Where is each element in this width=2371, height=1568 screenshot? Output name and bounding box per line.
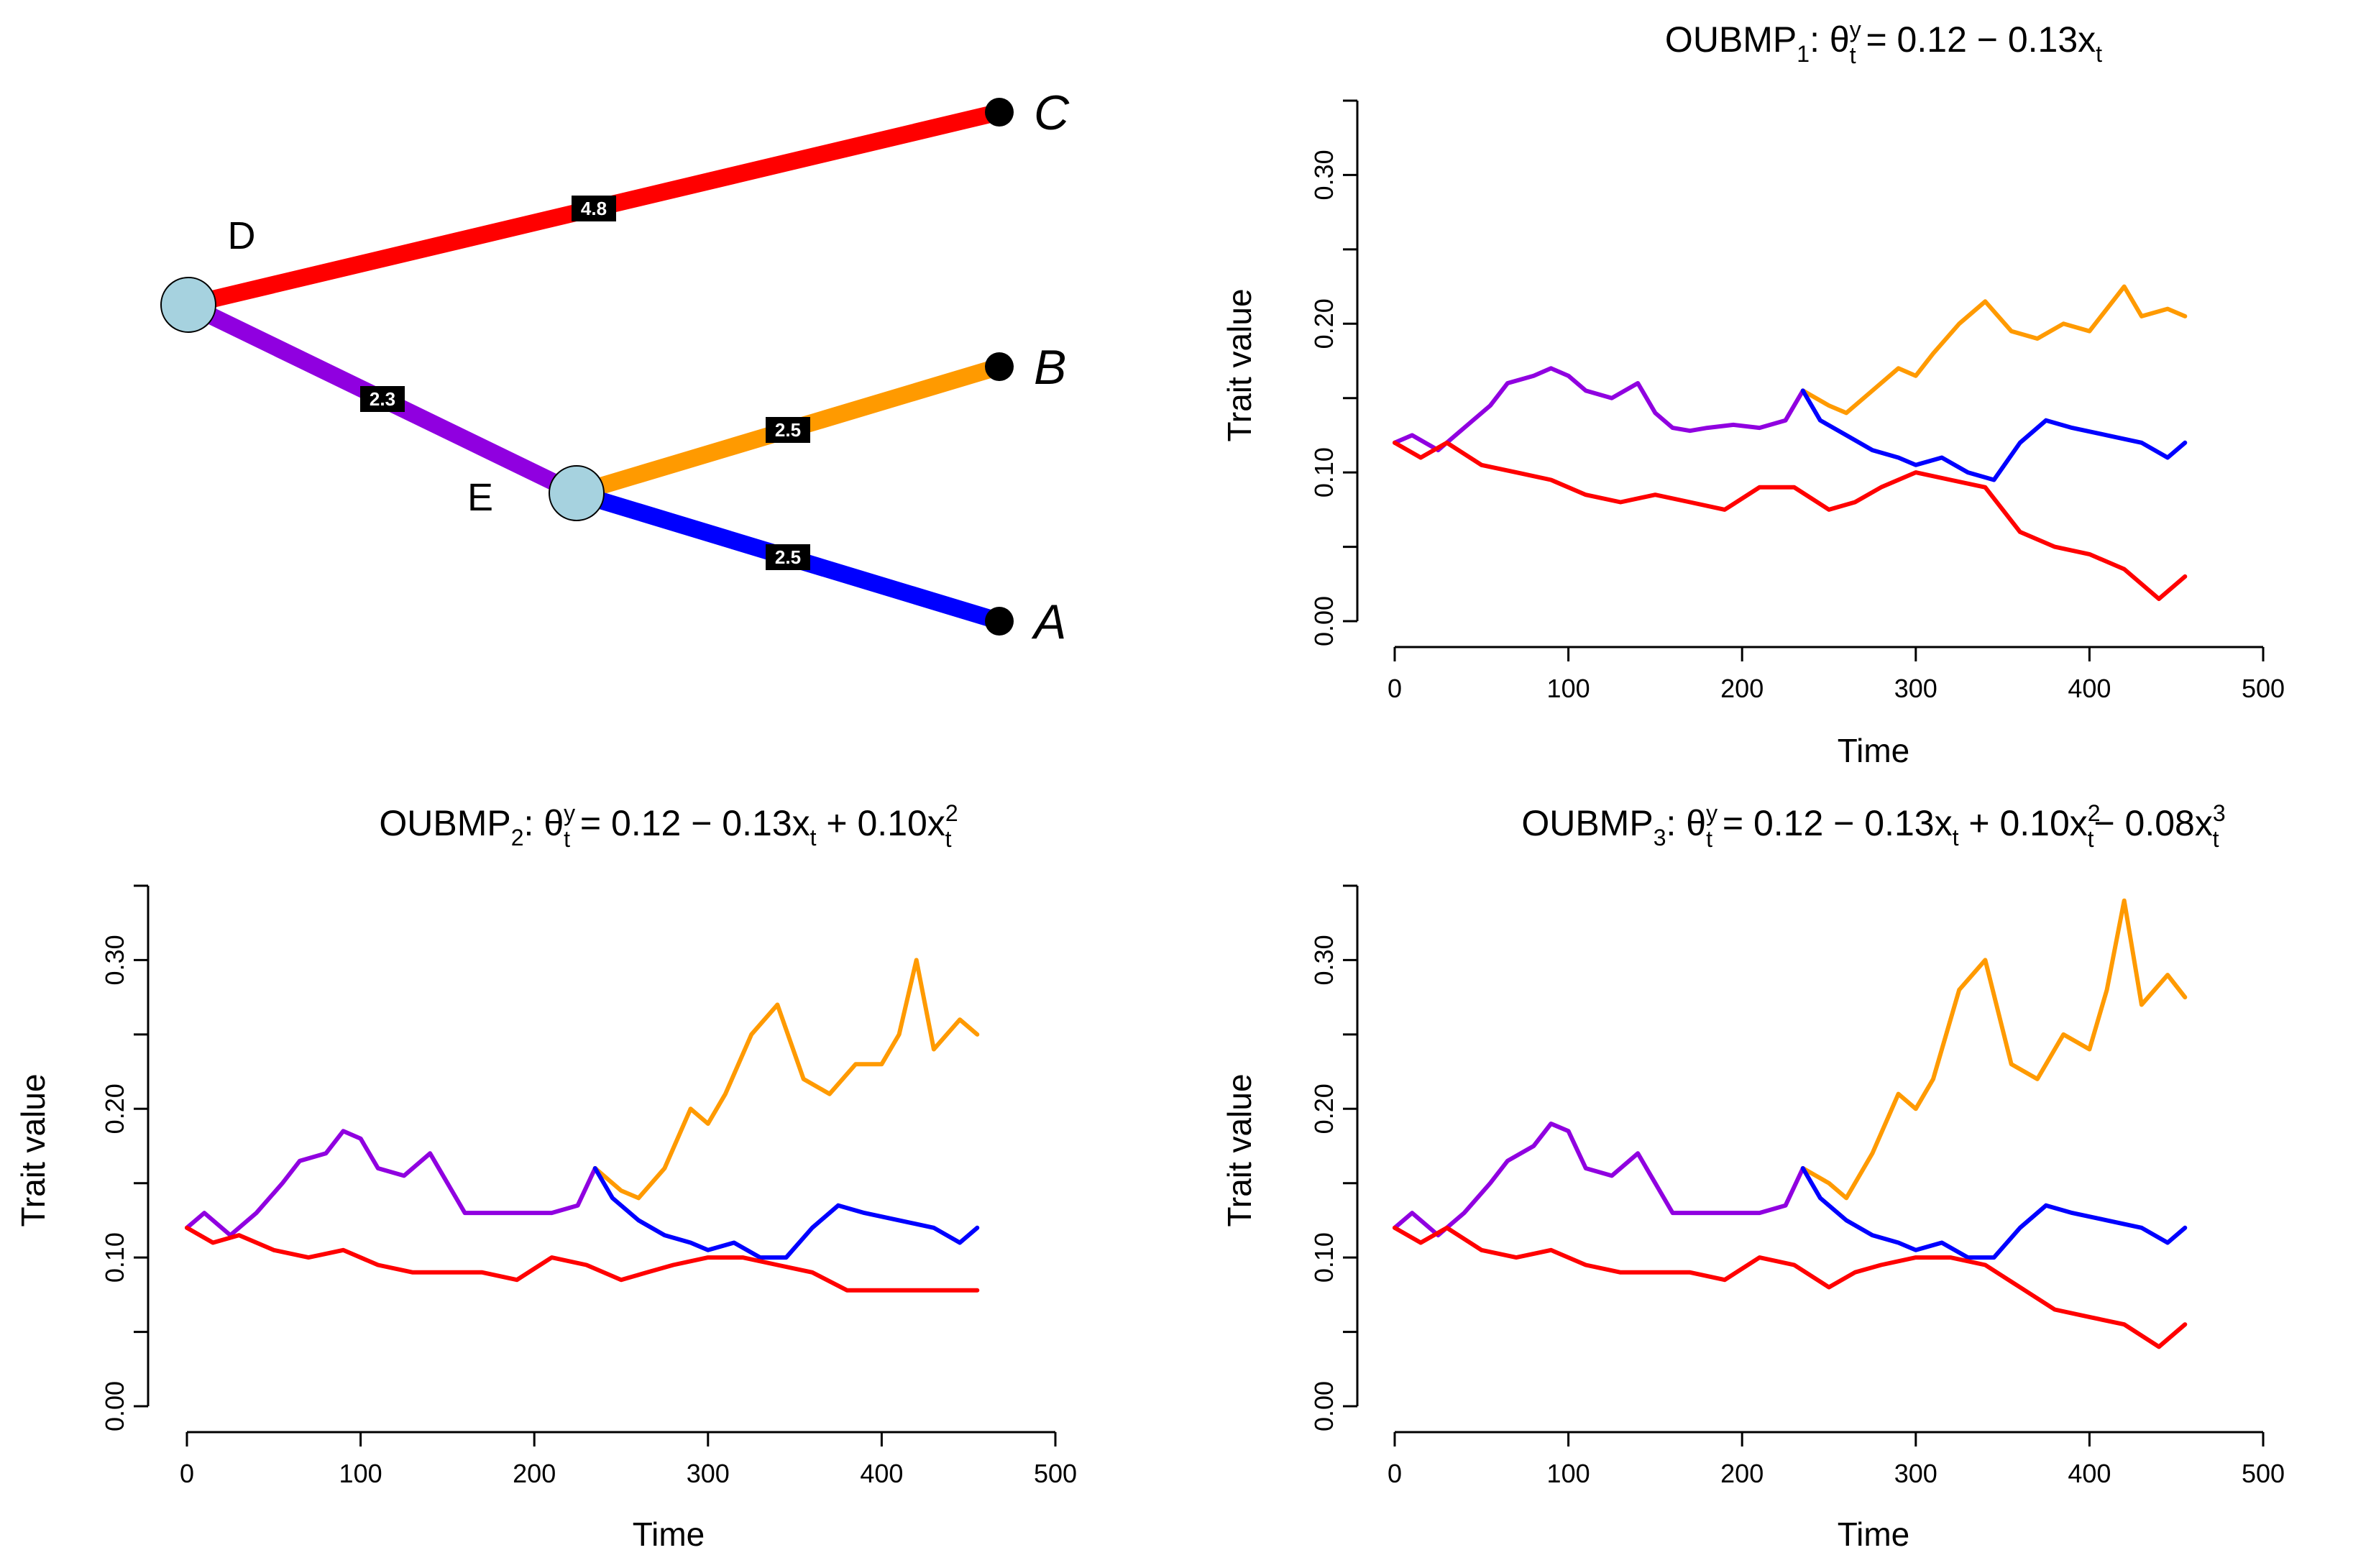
x-tick-label: 500 [2242, 1459, 2285, 1488]
x-tick-label: 100 [339, 1459, 382, 1488]
y-tick-label: 0.00 [1309, 596, 1339, 646]
y-tick-label: 0.10 [1309, 447, 1339, 498]
x-axis-label: Time [1838, 1516, 1910, 1553]
chart-oubmp3: OUBMP3: θy t = 0.12 − 0.13xt + 0.10x2 t− 0… [1221, 800, 2285, 1553]
tip-node-B [985, 352, 1014, 381]
x-tick-label: 0 [1388, 674, 1402, 703]
x-tick-label: 0 [180, 1459, 194, 1488]
y-tick-label: 0.30 [1309, 150, 1339, 200]
edge-length-label: 4.8 [581, 198, 607, 219]
x-tick-label: 300 [1894, 1459, 1937, 1488]
series-line-1 [1800, 284, 2188, 416]
edge-length-box [572, 196, 616, 221]
series-line-2 [1800, 388, 2188, 482]
y-tick-label: 0.30 [1309, 935, 1339, 985]
series-line-2 [592, 1166, 980, 1260]
tip-label-A: A [1031, 595, 1066, 649]
x-tick-label: 0 [1388, 1459, 1402, 1488]
edge-length-label: 2.3 [370, 388, 395, 410]
series-line-0 [185, 1129, 597, 1238]
x-tick-label: 400 [2068, 674, 2111, 703]
series-line-2 [1800, 1166, 2188, 1260]
series-line-1 [1800, 898, 2188, 1201]
series-line-3 [1393, 440, 2188, 601]
edge-length-box [766, 544, 810, 570]
y-tick-label: 0.20 [100, 1083, 129, 1134]
y-tick-label: 0.00 [1309, 1381, 1339, 1431]
x-tick-label: 400 [2068, 1459, 2111, 1488]
x-tick-label: 100 [1547, 1459, 1590, 1488]
x-tick-label: 500 [1034, 1459, 1077, 1488]
x-tick-label: 200 [513, 1459, 556, 1488]
chart-title: OUBMP2: θy t = 0.12 − 0.13xt + 0.10x2 t [379, 800, 958, 852]
internal-node-E [549, 465, 605, 521]
edge-length-label: 2.5 [775, 546, 801, 568]
x-axis-label: Time [633, 1516, 705, 1553]
chart-oubmp1: OUBMP1: θy t = 0.12 − 0.13xt Time Trait v… [1221, 17, 2285, 769]
phylogenetic-tree: 4.8 2.3 2.5 2.5 C B A D E [160, 86, 1070, 649]
x-tick-label: 200 [1720, 674, 1764, 703]
series-line-3 [1393, 1225, 2188, 1349]
series-line-3 [185, 1225, 980, 1293]
y-axis-label: Trait value [14, 1073, 52, 1227]
tip-label-B: B [1034, 340, 1066, 395]
node-label-E: E [467, 476, 493, 519]
y-tick-label: 0.10 [1309, 1232, 1339, 1283]
chart-title: OUBMP3: θy t = 0.12 − 0.13xt + 0.10x2 t− 0… [1521, 800, 2225, 852]
y-tick-label: 0.00 [100, 1381, 129, 1431]
y-axis-label: Trait value [1221, 1073, 1258, 1227]
y-tick-label: 0.30 [100, 935, 129, 985]
edge-length-box [360, 386, 405, 412]
tip-node-C [985, 98, 1014, 127]
x-tick-label: 200 [1720, 1459, 1764, 1488]
series-line-1 [592, 958, 980, 1201]
edge-length-box [766, 417, 810, 443]
x-tick-label: 300 [1894, 674, 1937, 703]
chart-oubmp2: OUBMP2: θy t = 0.12 − 0.13xt + 0.10x2 t Ti… [14, 800, 1077, 1553]
node-label-D: D [228, 214, 256, 257]
x-axis-label: Time [1838, 732, 1910, 769]
series-line-0 [1393, 366, 1805, 453]
x-tick-label: 400 [860, 1459, 903, 1488]
x-tick-label: 100 [1547, 674, 1590, 703]
x-tick-label: 300 [687, 1459, 730, 1488]
y-tick-label: 0.20 [1309, 1083, 1339, 1134]
tip-label-C: C [1034, 86, 1070, 140]
tip-node-A [985, 607, 1014, 636]
series-line-0 [1393, 1122, 1805, 1238]
internal-node-D [160, 277, 216, 333]
edge-length-label: 2.5 [775, 419, 801, 441]
y-tick-label: 0.10 [100, 1232, 129, 1283]
x-tick-label: 500 [2242, 674, 2285, 703]
y-tick-label: 0.20 [1309, 298, 1339, 349]
y-axis-label: Trait value [1221, 288, 1258, 441]
chart-title: OUBMP1: θy t = 0.12 − 0.13xt [1665, 17, 2102, 68]
